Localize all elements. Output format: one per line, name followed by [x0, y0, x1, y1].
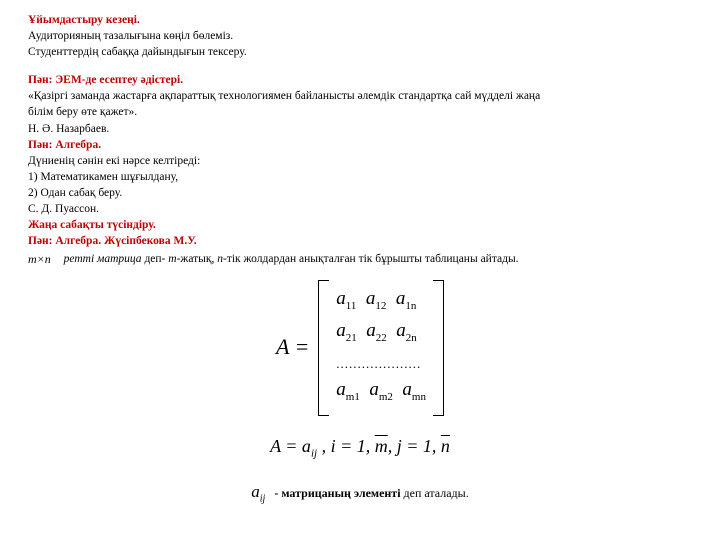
- def-text: деп-: [142, 253, 169, 265]
- mxn-symbol: m×n: [28, 251, 51, 268]
- text-line: «Қазіргі заманда жастарға ақпараттық тех…: [28, 88, 692, 104]
- eq-text: , j = 1,: [388, 436, 441, 456]
- footnote-bold: - матрицаның элементі: [274, 486, 400, 500]
- def-text: -тік жолдардан анықталған тік бұрышты та…: [223, 253, 519, 265]
- def-term: ретті матрица: [64, 253, 142, 265]
- text-line: Аудиторияның тазалығына көңіл бөлеміз.: [28, 28, 692, 44]
- spacer: [28, 60, 692, 72]
- text-line: білім беру өте қажет».: [28, 104, 692, 120]
- bracket-right: [433, 280, 444, 416]
- text-line: Студенттердің сабаққа дайындығын тексеру…: [28, 44, 692, 60]
- eq-text: , i = 1,: [317, 436, 375, 456]
- author-1: Н. Ә. Назарбаев.: [28, 121, 692, 137]
- author-2: С. Д. Пуассон.: [28, 201, 692, 217]
- heading-new-lesson: Жаңа сабақты түсіндіру.: [28, 217, 692, 233]
- heading-teacher: Пән: Алгебра. Жүсіпбекова М.У.: [28, 233, 692, 249]
- eq-m-bar: m: [375, 436, 388, 456]
- a-ij-symbol: aij: [251, 482, 265, 501]
- heading-subject-1: Пән: ЭЕМ-де есептеу әдістері.: [28, 72, 692, 88]
- eq-A: A = a: [270, 436, 311, 456]
- footnote-text: деп аталады.: [401, 486, 469, 500]
- def-m: m: [168, 253, 176, 265]
- definition-line: m×n ретті матрица деп- m-жатық, n-тік жо…: [28, 251, 692, 268]
- matrix-row-dots: ....................: [336, 351, 426, 377]
- matrix-row: a11 a12 a1n: [336, 286, 426, 319]
- footnote: aij - матрицаның элементі деп аталады.: [28, 480, 692, 506]
- list-item-1: 1) Математикамен шұғылдану,: [28, 169, 692, 185]
- matrix-row: a21 a22 a2n: [336, 318, 426, 351]
- matrix-block: A = a11 a12 a1n a21 a22 a2n ............…: [28, 280, 692, 416]
- heading-subject-2: Пән: Алгебра.: [28, 137, 692, 153]
- equation-line: A = aij , i = 1, m, j = 1, n: [28, 434, 692, 462]
- A-equals: A =: [276, 332, 309, 363]
- text-line: Дүниенің сәнін екі нәрсе келтіреді:: [28, 153, 692, 169]
- def-text: -жатық,: [177, 253, 218, 265]
- heading-org: Ұйымдастыру кезеңі.: [28, 12, 692, 28]
- matrix-row: am1 am2 amn: [336, 377, 426, 410]
- matrix: a11 a12 a1n a21 a22 a2n ................…: [318, 280, 444, 416]
- bracket-left: [318, 280, 329, 416]
- eq-n-bar: n: [441, 436, 450, 456]
- list-item-2: 2) Одан сабақ беру.: [28, 185, 692, 201]
